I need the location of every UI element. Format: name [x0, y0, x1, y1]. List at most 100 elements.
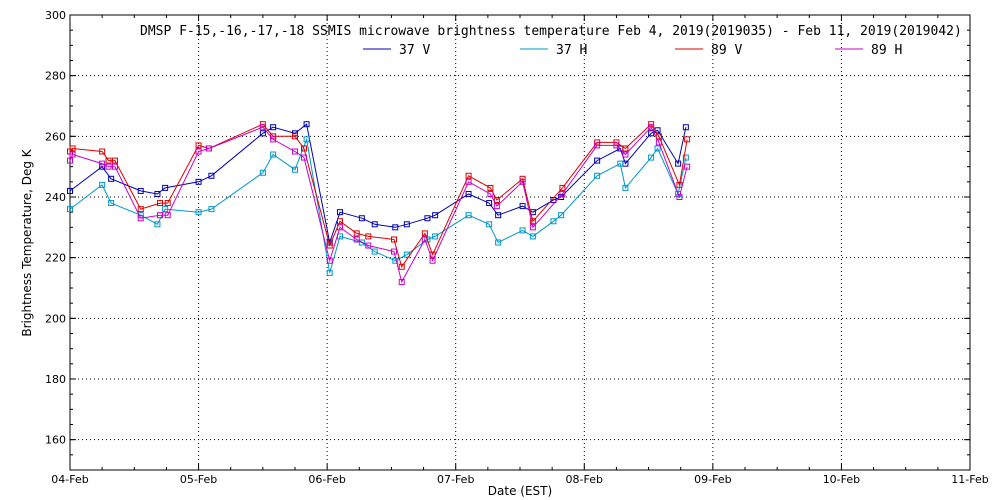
data-point	[675, 160, 682, 167]
series-line	[69, 123, 688, 268]
data-point	[154, 190, 161, 197]
data-point	[493, 203, 500, 210]
data-point	[403, 221, 410, 228]
data-point	[105, 157, 112, 164]
series-line	[69, 137, 687, 273]
data-point	[353, 230, 360, 237]
data-point	[648, 124, 655, 131]
series-37-h	[67, 136, 689, 276]
data-point	[648, 154, 655, 161]
data-point	[99, 181, 106, 188]
x-axis: 04-Feb 05-Feb 06-Feb 07-Feb 08-Feb 09-Feb 10-F…	[51, 15, 989, 486]
y-tick-label: 160	[45, 434, 66, 447]
series-layer	[67, 121, 691, 285]
data-point	[112, 157, 118, 164]
data-point	[391, 248, 397, 255]
data-point	[195, 148, 202, 155]
y-axis: 160 180 200 220 240 260 280 300	[45, 9, 970, 471]
data-point	[550, 218, 557, 225]
data-point	[486, 200, 493, 207]
data-point	[105, 163, 112, 170]
data-point	[326, 257, 333, 264]
data-point	[391, 236, 397, 243]
data-point	[303, 121, 310, 128]
data-point	[529, 218, 536, 225]
data-point	[655, 139, 662, 146]
data-point	[617, 160, 624, 167]
data-point	[486, 221, 493, 228]
data-point	[495, 239, 502, 246]
data-point	[69, 145, 76, 152]
data-point	[259, 124, 266, 131]
data-point	[613, 142, 620, 149]
data-point	[270, 124, 277, 131]
x-axis-label: Date (EST)	[488, 484, 552, 498]
data-point	[358, 239, 365, 246]
data-point	[195, 178, 202, 185]
x-tick-label: 08-Feb	[566, 473, 603, 486]
data-point	[529, 233, 536, 240]
legend-label: 89 V	[711, 43, 742, 58]
data-point	[519, 178, 526, 185]
data-point	[648, 130, 655, 137]
data-point	[99, 160, 106, 167]
data-point	[259, 130, 266, 137]
y-tick-label: 180	[45, 373, 66, 386]
data-point	[365, 242, 372, 249]
data-point	[465, 190, 472, 197]
data-point	[326, 242, 333, 249]
chart-title: DMSP F-15,-16,-17,-18 SSMIS microwave br…	[140, 24, 962, 39]
data-point	[676, 181, 683, 188]
data-point	[301, 154, 307, 161]
legend-label: 37 H	[556, 43, 587, 58]
data-point	[487, 190, 494, 197]
data-point	[162, 206, 169, 213]
series-89-h	[67, 124, 691, 285]
data-point	[421, 236, 428, 243]
data-point	[292, 133, 298, 140]
data-point	[292, 148, 298, 155]
series-37-v	[67, 121, 689, 246]
y-tick-label: 220	[45, 252, 66, 265]
data-point	[559, 184, 566, 191]
data-point	[429, 257, 436, 264]
data-point	[67, 206, 73, 213]
data-point	[465, 212, 472, 219]
y-tick-label: 300	[45, 9, 66, 22]
data-point	[67, 157, 73, 164]
data-point	[301, 145, 307, 152]
data-point	[424, 215, 431, 222]
y-tick-label: 280	[45, 70, 66, 83]
data-point	[270, 151, 277, 158]
data-point	[594, 172, 601, 179]
data-point	[371, 248, 378, 255]
data-point	[137, 215, 144, 222]
data-point	[622, 145, 629, 152]
data-point	[259, 169, 266, 176]
x-tick-label: 11-Feb	[951, 473, 988, 486]
data-point	[292, 166, 298, 173]
data-point	[353, 236, 360, 243]
data-point	[392, 224, 399, 231]
data-point	[164, 200, 171, 207]
data-point	[594, 157, 601, 164]
series-89-v	[67, 121, 691, 270]
data-point	[622, 151, 629, 158]
data-point	[676, 194, 683, 200]
data-point	[162, 184, 169, 191]
legend-label: 89 H	[871, 43, 902, 58]
data-point	[157, 200, 163, 207]
data-point	[358, 215, 365, 222]
data-point	[398, 263, 405, 270]
data-point	[622, 184, 629, 191]
data-point	[154, 221, 161, 228]
data-point	[337, 224, 343, 231]
data-point	[137, 187, 144, 194]
data-point	[558, 212, 565, 219]
y-tick-label: 260	[45, 130, 66, 143]
data-point	[682, 154, 689, 161]
x-tick-label: 07-Feb	[437, 473, 474, 486]
plot-frame	[69, 14, 971, 471]
legend: 37 V 37 H 89 V 89 H	[363, 43, 902, 58]
